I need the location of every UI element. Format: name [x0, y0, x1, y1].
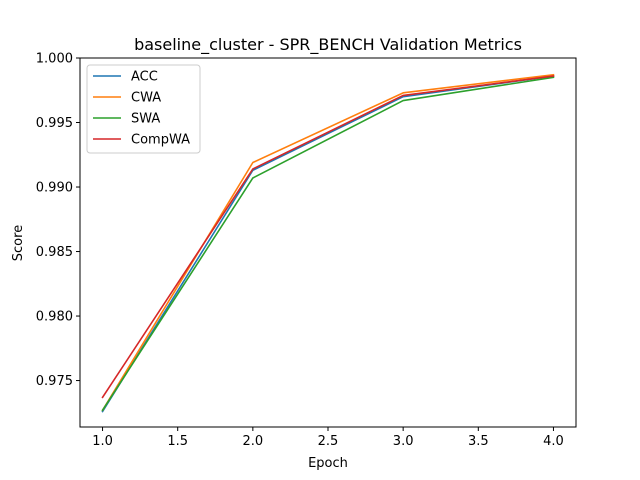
chart-title: baseline_cluster - SPR_BENCH Validation …: [134, 35, 522, 55]
y-axis-label: Score: [11, 225, 26, 261]
x-axis-label: Epoch: [308, 456, 348, 471]
y-tick-label: 0.985: [36, 245, 73, 260]
series-layer: [101, 73, 555, 413]
x-tick-label: 1.0: [92, 434, 113, 449]
series-line-compwa: [101, 75, 555, 399]
x-tick-label: 3.0: [393, 434, 414, 449]
legend-label-compwa: CompWA: [131, 133, 190, 148]
legend-label-cwa: CWA: [131, 91, 161, 106]
y-axis-ticks: 0.975 0.980 0.985 0.990 0.995 1.000: [36, 52, 80, 389]
x-tick-label: 2.0: [243, 434, 264, 449]
legend-label-acc: ACC: [131, 70, 158, 85]
y-tick-label: 0.975: [36, 374, 73, 389]
x-tick-label: 2.5: [318, 434, 339, 449]
x-tick-label: 4.0: [543, 434, 564, 449]
y-tick-label: 0.990: [36, 181, 73, 196]
x-tick-label: 3.5: [468, 434, 489, 449]
legend: ACC CWA SWA CompWA: [86, 64, 201, 154]
y-tick-label: 0.995: [36, 116, 73, 131]
y-tick-label: 0.980: [36, 310, 73, 325]
series-line-swa: [101, 76, 555, 412]
x-tick-label: 1.5: [167, 434, 188, 449]
y-tick-label: 1.000: [36, 52, 73, 67]
x-axis-ticks: 1.0 1.5 2.0 2.5 3.0 3.5 4.0: [92, 427, 564, 449]
series-line-cwa: [101, 73, 555, 412]
legend-label-swa: SWA: [131, 112, 160, 127]
legend-frame: [86, 64, 201, 154]
